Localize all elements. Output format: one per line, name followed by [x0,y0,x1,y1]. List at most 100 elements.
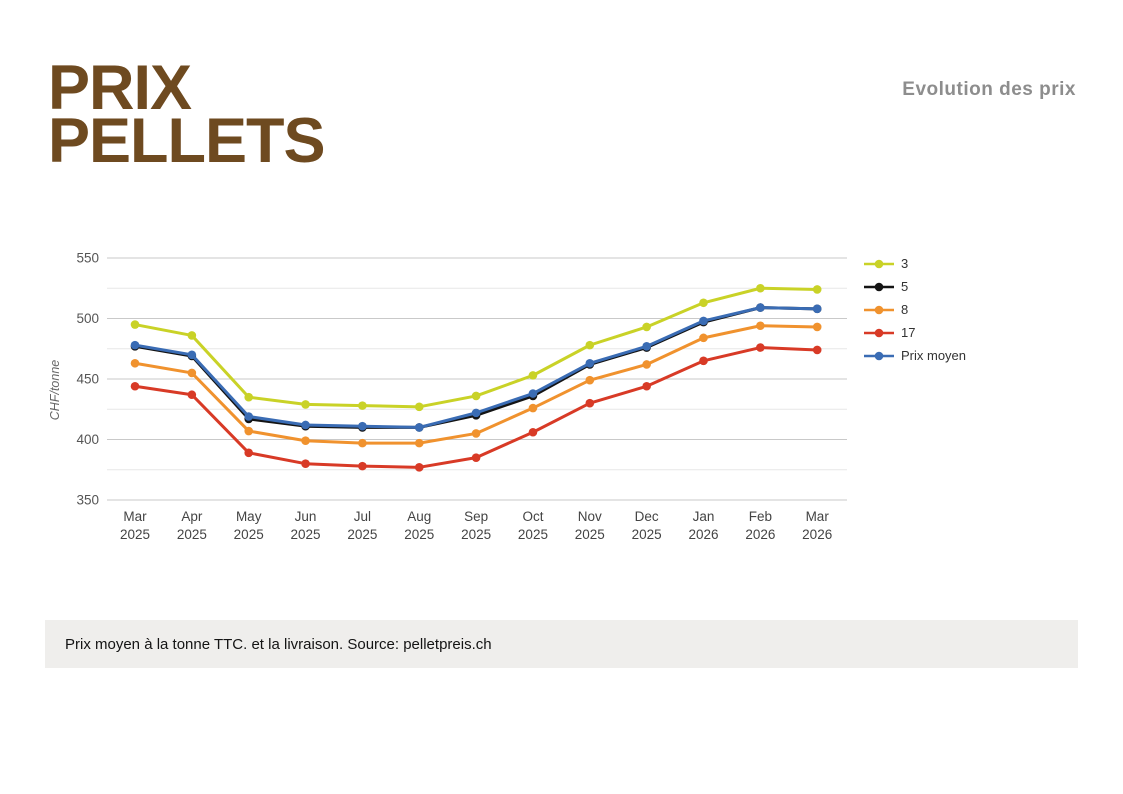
data-point [130,381,140,391]
data-point [187,368,197,378]
data-point [756,283,765,293]
data-point [471,391,481,401]
data-point [244,448,253,458]
data-point [756,303,765,312]
x-tick-year: 2025 [461,527,491,542]
legend-label: 3 [901,256,909,271]
data-point [187,350,197,360]
chart-title: Evolution des prix [902,79,1076,100]
data-point [301,459,310,468]
data-point [130,358,140,368]
chart-canvas: 350 400 450 500 550 CHF/tonne Mar 2025 Apr 2025 Ma… [48,251,847,542]
x-tick-year: 2025 [575,527,605,542]
x-tick-year: 2025 [291,527,321,542]
series-line-3 [133,286,819,409]
caption-bar: Prix moyen à la tonne TTC. et la livrais… [45,620,1078,668]
legend-item-17: 17 [864,321,1074,344]
data-point [130,320,140,329]
line-chart: 350 400 450 500 550 CHF/tonne Mar 2025 Apr 2025 Ma… [45,240,855,555]
data-point [301,436,310,446]
y-tick-label: 400 [76,432,99,447]
legend-marker-icon [864,259,894,268]
data-point [642,342,651,351]
legend-item-5: 5 [864,275,1074,298]
legend-item-3: 3 [864,252,1074,275]
data-point [244,412,253,421]
data-point [414,463,424,472]
data-point [699,356,708,366]
x-tick-year: 2025 [518,527,548,542]
x-tick-month: Apr [181,509,203,524]
x-tick-year: 2026 [802,527,832,542]
legend-marker-icon [864,351,894,360]
x-tick-month: Sep [464,509,488,524]
data-point [699,298,708,308]
data-point [699,316,708,326]
x-tick-year: 2025 [404,527,434,542]
x-tick-month: Nov [578,509,602,524]
x-tick-year: 2025 [347,527,377,542]
data-point [585,398,595,408]
chart-legend: 3 5 8 17 Prix moyen [864,252,1074,367]
x-tick-month: Jun [295,509,317,524]
data-point [642,381,651,391]
data-point [471,408,481,418]
y-tick-label: 550 [76,251,99,266]
data-point [812,322,822,332]
x-tick-year: 2025 [234,527,264,542]
data-point [301,420,310,430]
data-point [187,331,197,340]
x-tick-year: 2025 [120,527,150,542]
data-point [528,427,538,437]
data-point [414,423,424,432]
x-tick-month: Dec [635,509,659,524]
logo-line-2: PELLETS [48,106,326,176]
data-point [642,360,651,369]
data-point [358,421,367,431]
data-point [414,438,424,448]
data-point [528,403,538,413]
legend-label: 8 [901,302,909,317]
caption-text: Prix moyen à la tonne TTC. et la livrais… [65,635,492,653]
data-point [528,371,538,380]
data-point [130,340,140,350]
data-point [756,343,765,352]
legend-label: 5 [901,279,909,294]
data-point [812,345,822,355]
logo-line-1: PRIX [48,53,192,123]
x-tick-month: Mar [806,509,830,524]
data-point [471,453,481,462]
x-tick-month: Jan [693,509,715,524]
legend-marker-icon [864,282,894,291]
x-tick-year: 2025 [177,527,207,542]
x-tick-year: 2026 [688,527,718,542]
data-point [358,438,367,448]
data-point [585,340,595,350]
data-point [187,390,197,400]
data-point [812,285,822,294]
x-tick-month: Mar [123,509,147,524]
data-point [812,304,822,314]
x-tick-year: 2026 [745,527,775,542]
data-point [642,322,651,332]
data-point [585,375,595,385]
data-point [756,321,765,331]
legend-item-8: 8 [864,298,1074,321]
x-tick-month: Jul [354,509,371,524]
data-point [699,333,708,343]
data-point [528,389,538,398]
data-point [585,358,595,368]
legend-item-prix-moyen: Prix moyen [864,344,1074,367]
x-tick-month: May [236,509,262,524]
legend-label: Prix moyen [901,348,967,363]
data-point [471,429,481,438]
legend-marker-icon [864,328,894,337]
x-tick-year: 2025 [632,527,662,542]
data-point [414,402,424,412]
x-tick-month: Oct [522,509,543,524]
y-tick-label: 450 [76,372,99,387]
x-tick-month: Feb [749,509,772,524]
legend-label: 17 [901,325,916,340]
logo-prix-pellets: PRIX PELLETS [48,53,326,176]
